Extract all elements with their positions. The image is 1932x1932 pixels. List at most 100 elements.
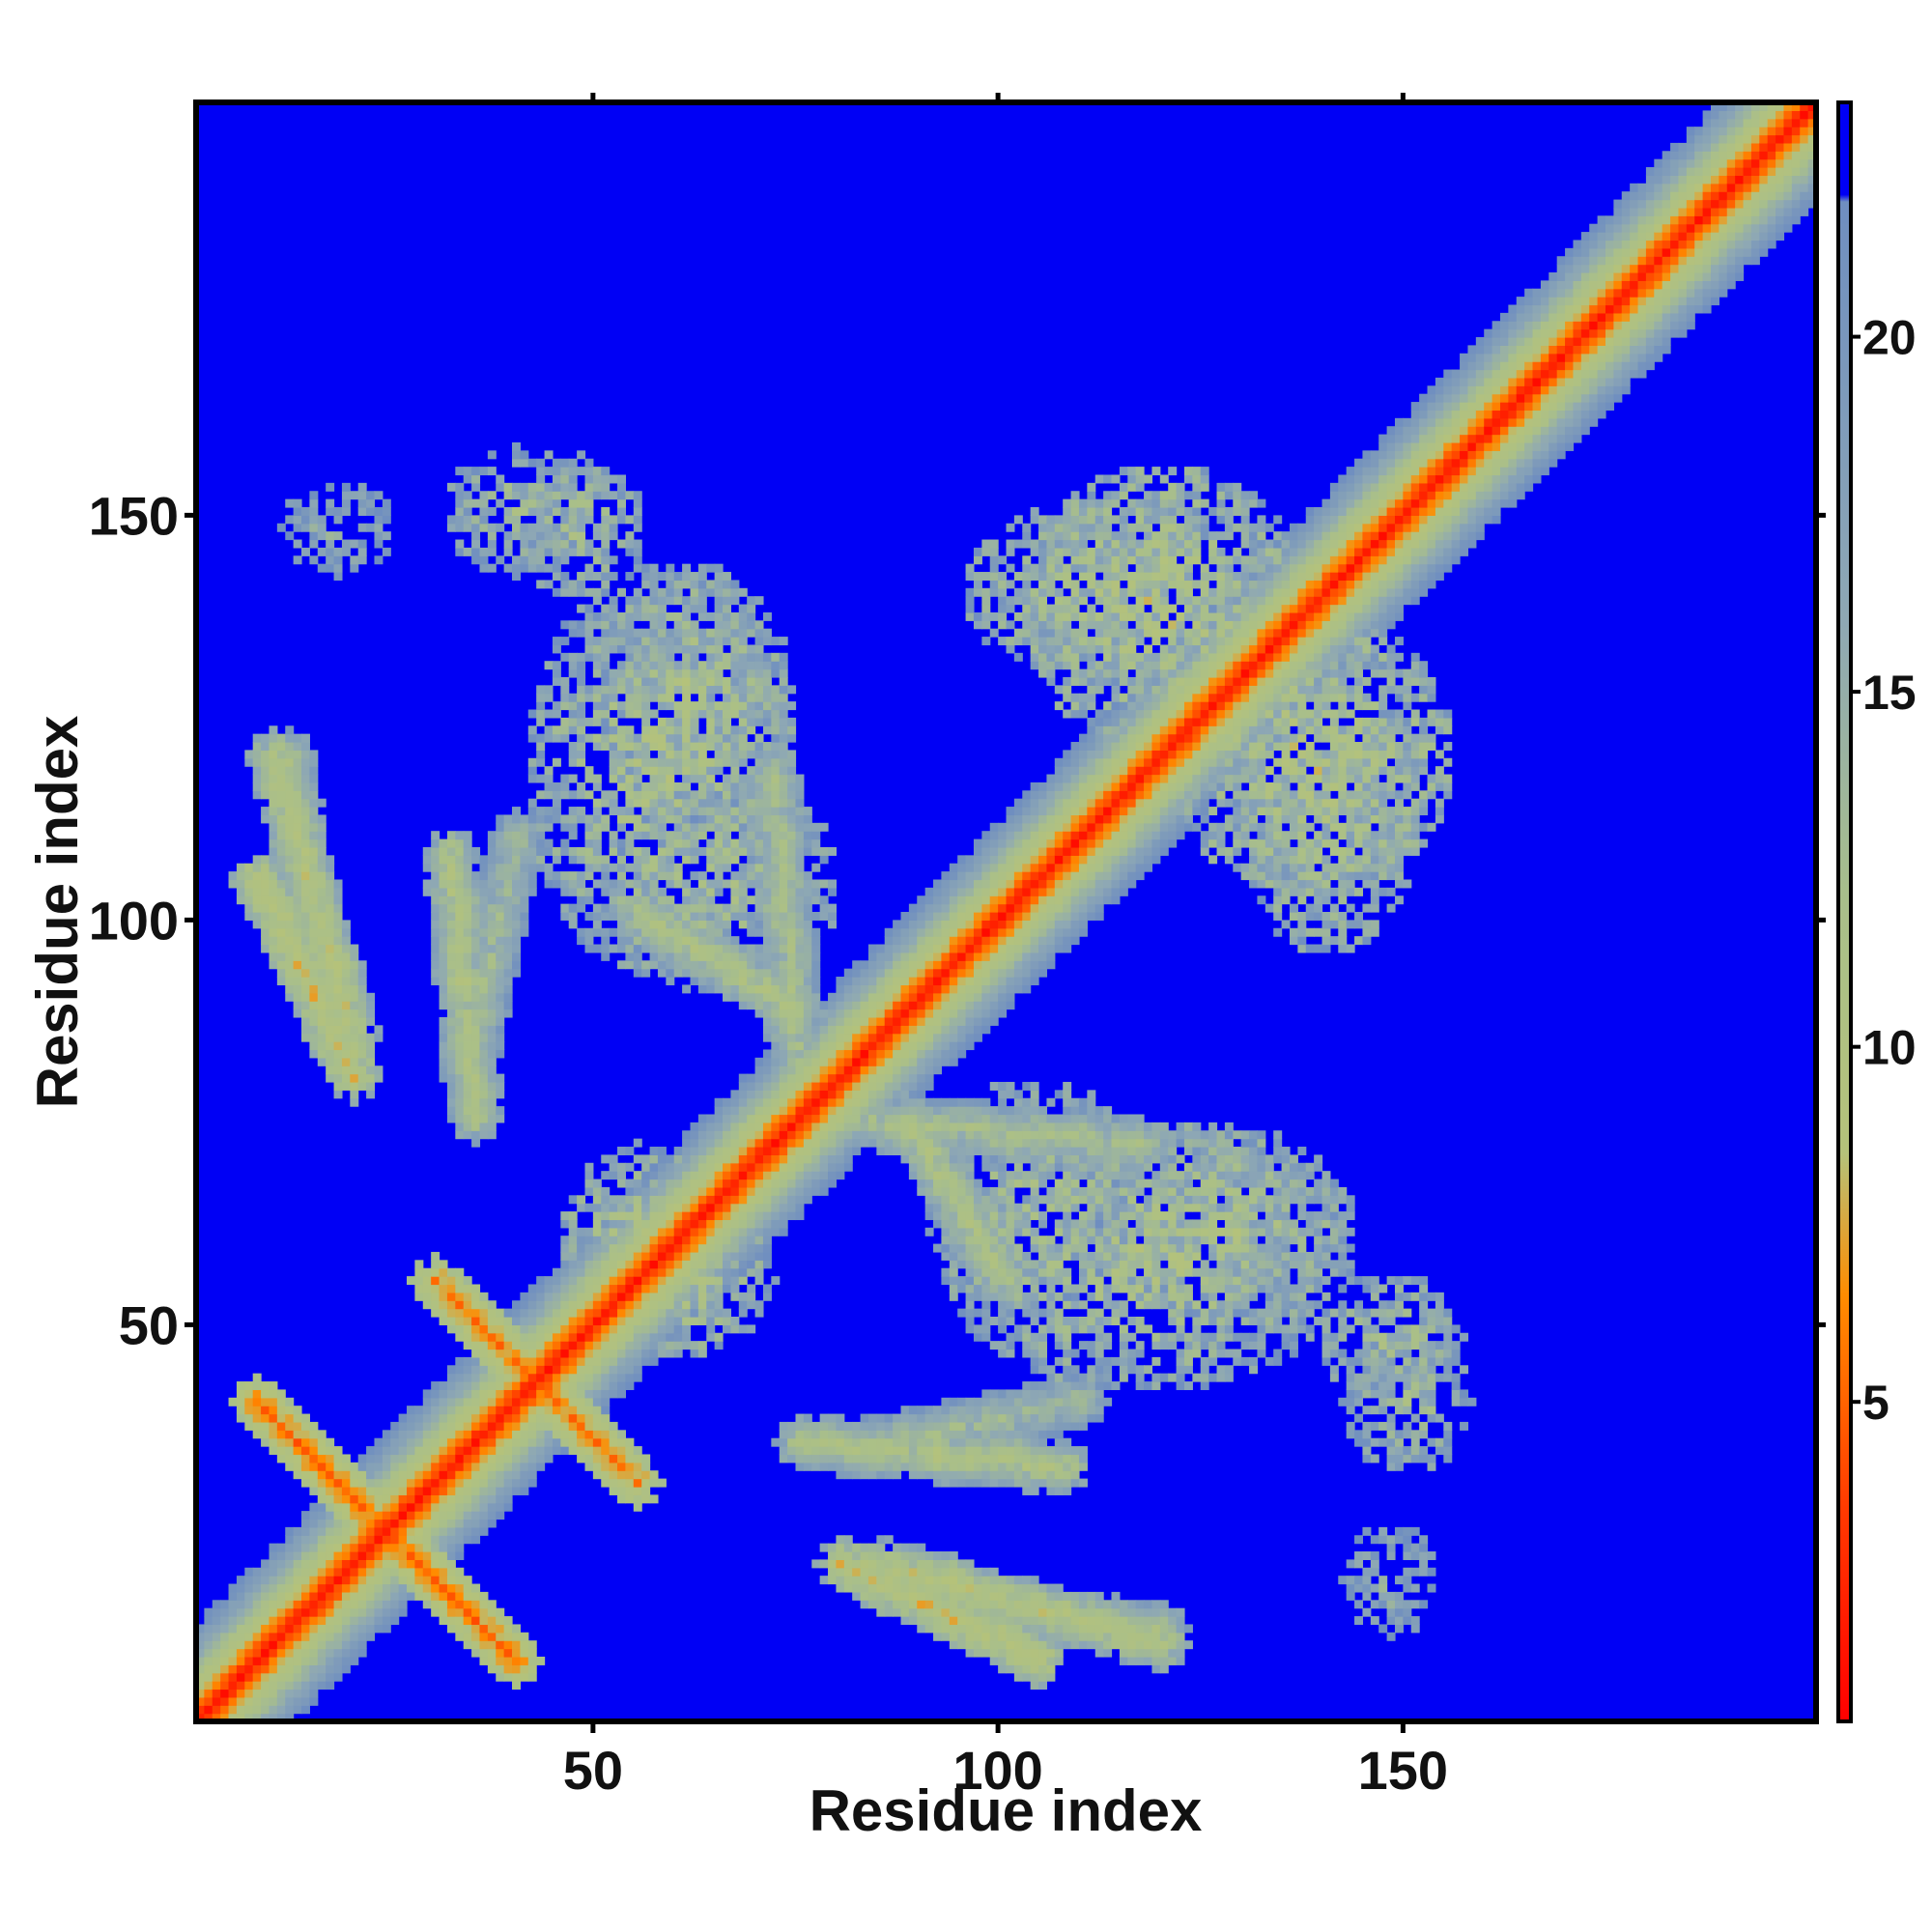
heatmap-cell [431, 1511, 440, 1520]
heatmap-cell [439, 1041, 448, 1051]
heatmap-cell [649, 1171, 659, 1180]
heatmap-cell [682, 1171, 692, 1180]
heatmap-cell [747, 1171, 756, 1180]
heatmap-cell [333, 1025, 343, 1035]
heatmap-cell [747, 1114, 756, 1123]
heatmap-cell [366, 1526, 376, 1536]
heatmap-cell [617, 960, 626, 970]
heatmap-cell [706, 781, 716, 791]
heatmap-cell [228, 1640, 238, 1650]
heatmap-cell [577, 1356, 586, 1366]
heatmap-cell [479, 1292, 489, 1301]
heatmap-cell [309, 977, 319, 986]
heatmap-cell [431, 1567, 440, 1577]
heatmap-cell [285, 531, 295, 541]
heatmap-cell [228, 1664, 238, 1674]
heatmap-cell [357, 977, 367, 986]
heatmap-cell [520, 482, 529, 492]
heatmap-cell [795, 1462, 805, 1471]
heatmap-cell [398, 1526, 408, 1536]
heatmap-cell [252, 1681, 262, 1690]
heatmap-cell [276, 1413, 286, 1423]
heatmap-cell [560, 539, 570, 549]
heatmap-cell [455, 1292, 465, 1301]
heatmap-cell [244, 863, 254, 872]
heatmap-cell [309, 1430, 319, 1439]
heatmap-cell [552, 1356, 561, 1366]
heatmap-cell [455, 1041, 465, 1051]
heatmap-cell [592, 1292, 602, 1301]
heatmap-cell [471, 1292, 481, 1301]
heatmap-cell [309, 1689, 319, 1698]
heatmap-cell [666, 798, 675, 808]
heatmap-cell [730, 912, 740, 921]
heatmap-cell [609, 863, 618, 872]
heatmap-cell [301, 766, 310, 776]
heatmap-cell [333, 1526, 343, 1536]
heatmap-cell [536, 555, 546, 565]
heatmap-cell [697, 936, 707, 946]
heatmap-cell [236, 1664, 245, 1674]
heatmap-cell [811, 984, 821, 994]
heatmap-cell [422, 1284, 432, 1293]
heatmap-cell [738, 831, 748, 840]
heatmap-cell [285, 887, 295, 896]
heatmap-cell [836, 1033, 845, 1042]
heatmap-cell [706, 1260, 716, 1269]
heatmap-cell [706, 1195, 716, 1205]
heatmap-cell [738, 1308, 748, 1318]
heatmap-cell [536, 1373, 546, 1382]
heatmap-cell [293, 984, 302, 994]
heatmap-cell [414, 1276, 424, 1286]
heatmap-cell [617, 685, 626, 695]
heatmap-cell [633, 1300, 642, 1310]
heatmap-cell [771, 927, 781, 937]
heatmap-cell [536, 1324, 546, 1334]
heatmap-cell [560, 1211, 570, 1221]
heatmap-cell [682, 1211, 692, 1221]
heatmap-cell [747, 1130, 756, 1140]
heatmap-cell [252, 1607, 262, 1617]
heatmap-cell [690, 652, 699, 662]
heatmap-cell [762, 637, 772, 646]
heatmap-cell [584, 491, 594, 500]
heatmap-cell [382, 1526, 391, 1536]
heatmap-cell [261, 1616, 270, 1626]
heatmap-cell [512, 1373, 521, 1382]
heatmap-cell [762, 757, 772, 767]
heatmap-cell [503, 1324, 513, 1334]
heatmap-cell [803, 1016, 812, 1026]
heatmap-cell [714, 685, 724, 695]
heatmap-cell [293, 1600, 302, 1609]
heatmap-cell [366, 1470, 376, 1480]
heatmap-cell [625, 1147, 635, 1155]
heatmap-cell [431, 831, 440, 840]
heatmap-cell [455, 1300, 465, 1310]
heatmap-cell [617, 676, 626, 686]
heatmap-cell [568, 1406, 578, 1415]
heatmap-cell [544, 1373, 554, 1382]
heatmap-cell [439, 1437, 448, 1447]
heatmap-cell [252, 750, 262, 759]
heatmap-cell [779, 1033, 788, 1042]
heatmap-cell [697, 668, 707, 678]
heatmap-cell [860, 1421, 869, 1431]
heatmap-cell [520, 458, 529, 468]
heatmap-cell [828, 1437, 838, 1447]
heatmap-cell [455, 1381, 465, 1391]
heatmap-cell [512, 1632, 521, 1641]
heatmap-cell [795, 1081, 805, 1091]
heatmap-cell [374, 1033, 384, 1042]
heatmap-cell [754, 709, 764, 719]
heatmap-cell [487, 507, 497, 516]
heatmap-cell [463, 467, 472, 476]
heatmap-cell [326, 927, 335, 937]
heatmap-cell [706, 1284, 716, 1293]
heatmap-cell [762, 1195, 772, 1205]
heatmap-cell [512, 1656, 521, 1665]
heatmap-cell [601, 1317, 611, 1325]
heatmap-cell [446, 1397, 456, 1406]
heatmap-cell [609, 1486, 618, 1495]
heatmap-cell [496, 984, 505, 994]
heatmap-cell [584, 604, 594, 613]
